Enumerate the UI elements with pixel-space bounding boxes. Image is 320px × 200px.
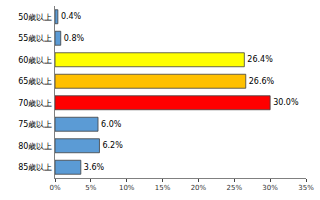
svg-text:0.4%: 0.4% bbox=[61, 12, 82, 21]
svg-text:0%: 0% bbox=[49, 184, 60, 192]
svg-text:65歳以上: 65歳以上 bbox=[18, 77, 52, 86]
svg-text:15%: 15% bbox=[155, 184, 171, 192]
svg-text:70歳以上: 70歳以上 bbox=[18, 99, 52, 108]
svg-text:60歳以上: 60歳以上 bbox=[18, 56, 52, 65]
svg-text:10%: 10% bbox=[119, 184, 135, 192]
svg-text:3.6%: 3.6% bbox=[84, 163, 105, 172]
svg-text:5%: 5% bbox=[85, 184, 96, 192]
svg-text:30%: 30% bbox=[262, 184, 278, 192]
svg-text:6.2%: 6.2% bbox=[102, 141, 123, 150]
svg-text:85歳以上: 85歳以上 bbox=[18, 163, 52, 172]
svg-text:30.0%: 30.0% bbox=[273, 98, 299, 107]
svg-text:25%: 25% bbox=[227, 184, 243, 192]
svg-text:0.8%: 0.8% bbox=[64, 34, 85, 43]
svg-text:80歳以上: 80歳以上 bbox=[18, 142, 52, 151]
svg-text:50歳以上: 50歳以上 bbox=[18, 13, 52, 22]
svg-text:35%: 35% bbox=[298, 184, 314, 192]
svg-text:20%: 20% bbox=[191, 184, 207, 192]
svg-text:26.4%: 26.4% bbox=[247, 55, 273, 64]
svg-text:75歳以上: 75歳以上 bbox=[18, 120, 52, 129]
svg-text:55歳以上: 55歳以上 bbox=[18, 34, 52, 43]
svg-text:26.6%: 26.6% bbox=[249, 77, 275, 86]
svg-text:6.0%: 6.0% bbox=[101, 120, 122, 129]
